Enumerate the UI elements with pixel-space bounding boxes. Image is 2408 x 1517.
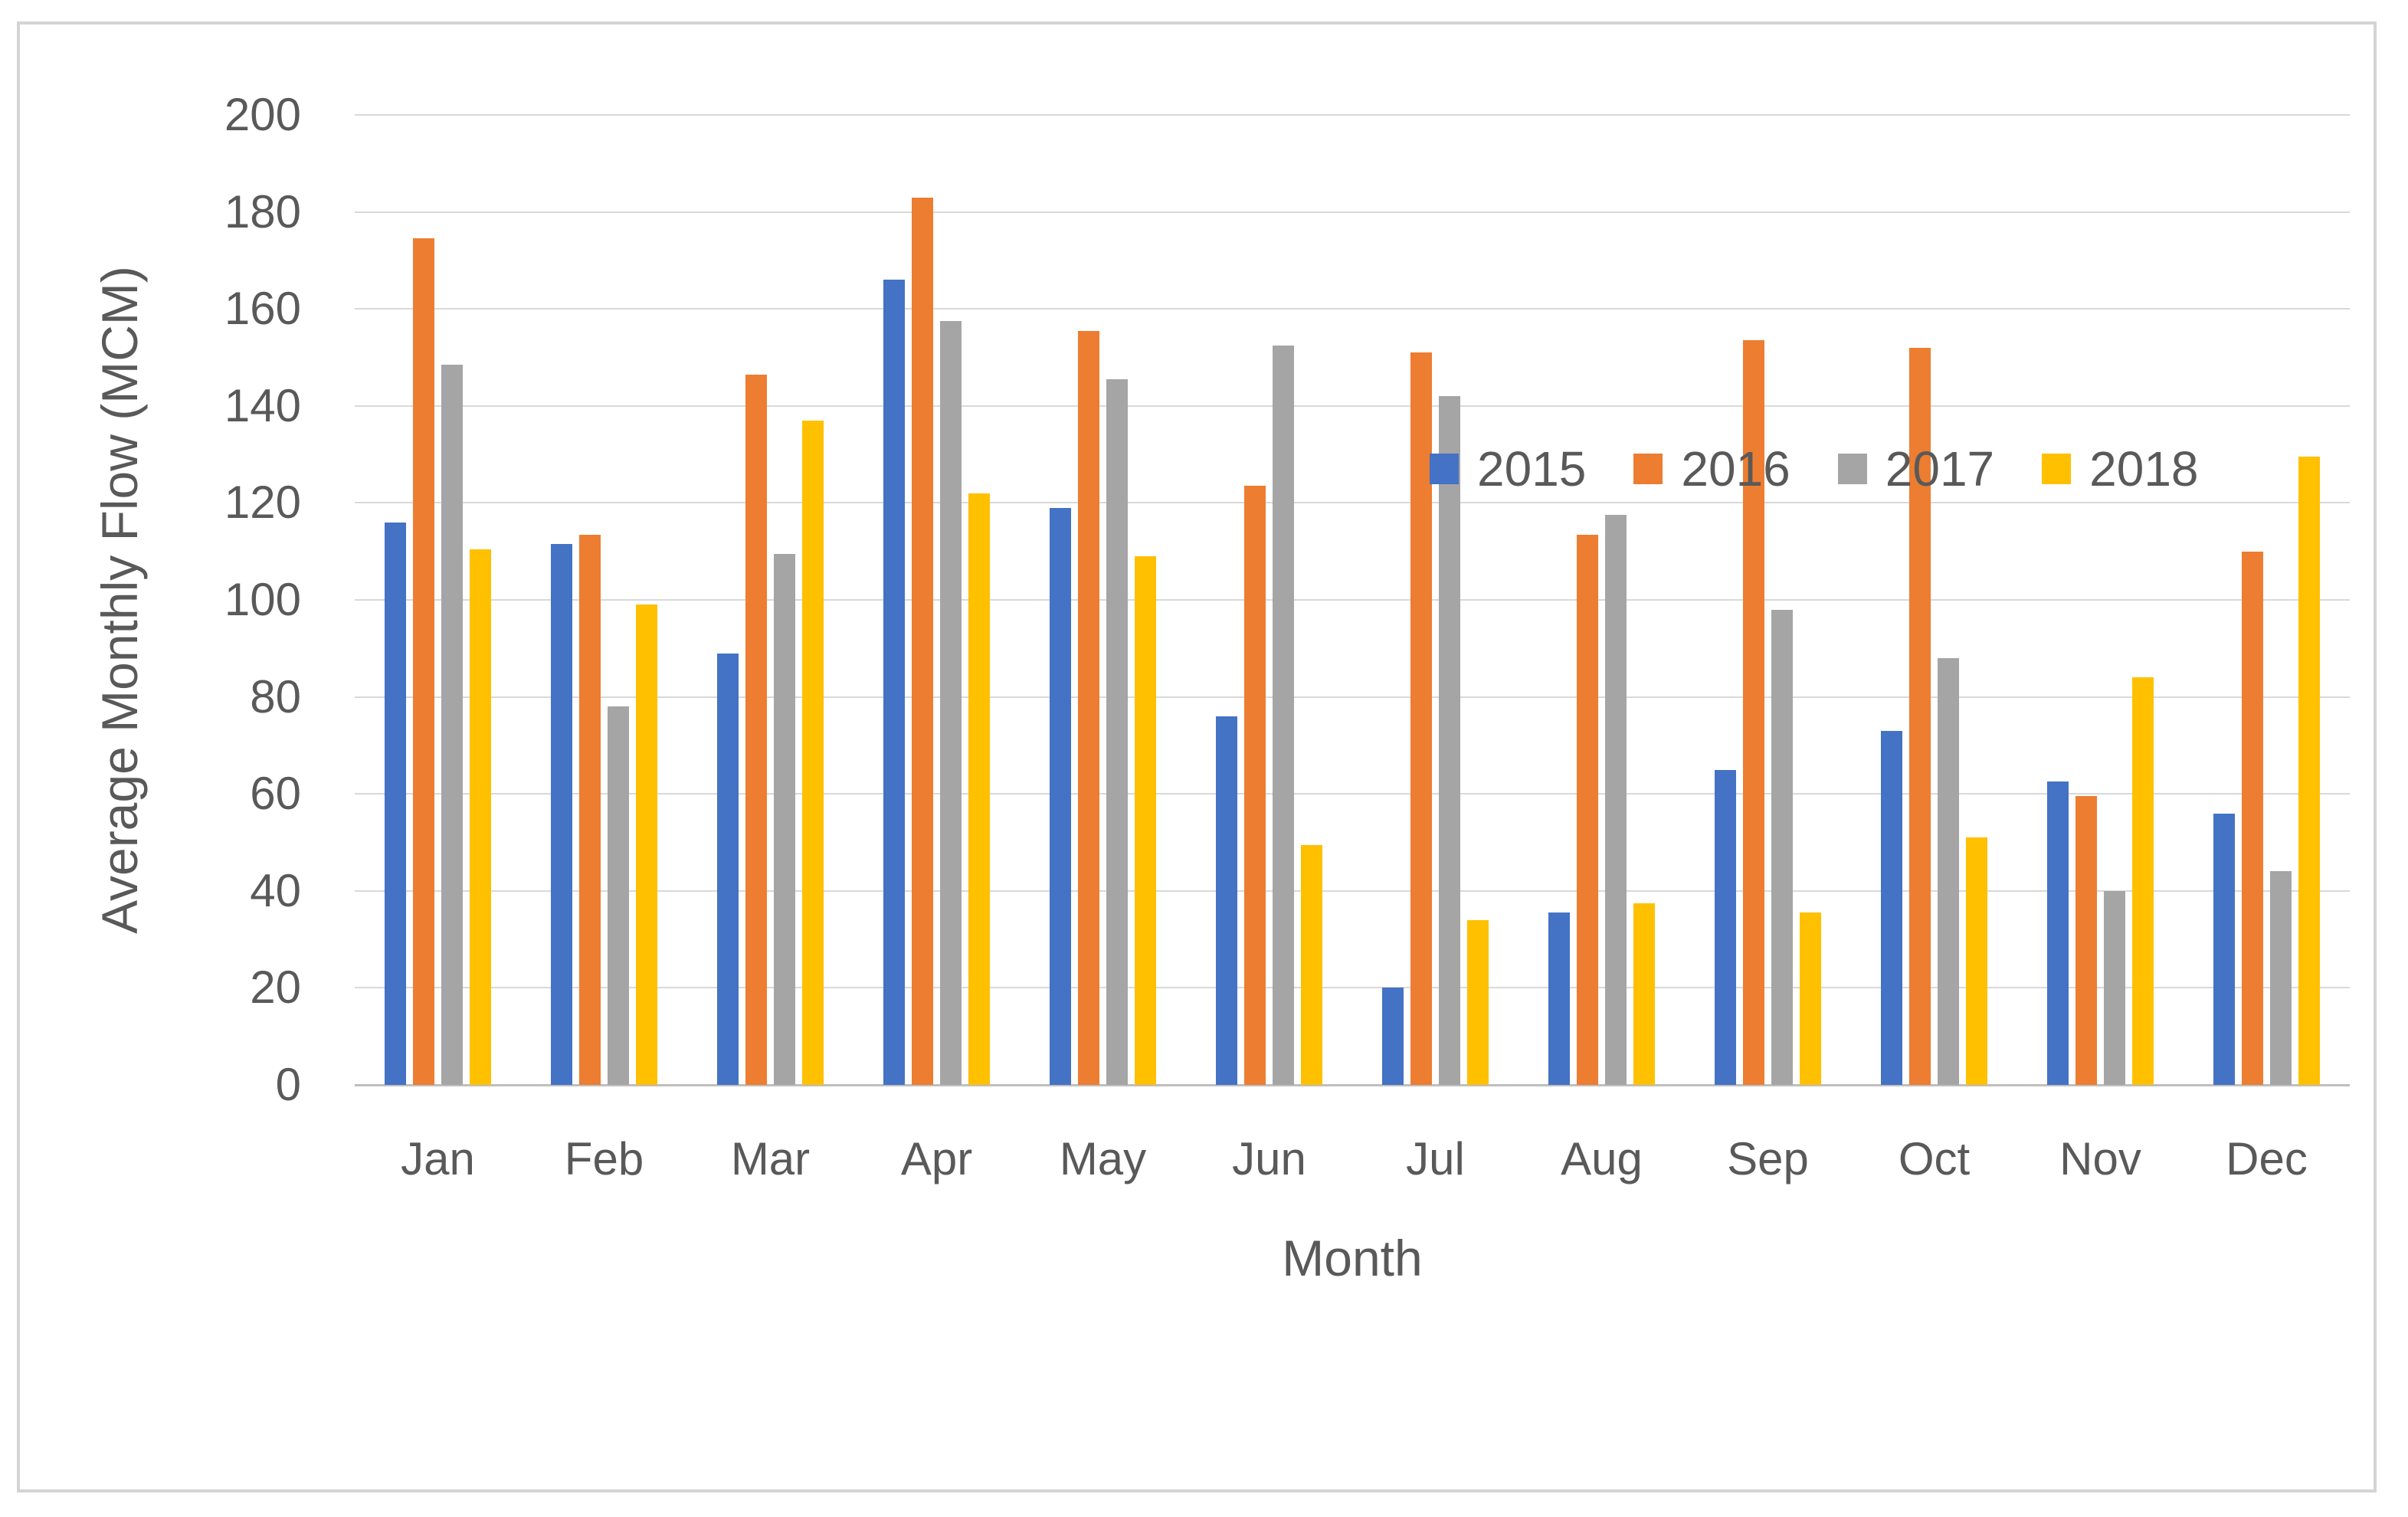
bar-aug-2015 — [1548, 912, 1570, 1085]
x-tick-label-mar: Mar — [730, 1133, 811, 1184]
legend-label: 2017 — [1885, 441, 1995, 496]
y-axis-title: Average Monthly Flow (MCM) — [91, 266, 148, 934]
gridline-y-40 — [355, 890, 2350, 892]
bar-feb-2016 — [579, 534, 601, 1085]
x-tick-label-jan: Jan — [401, 1133, 475, 1184]
gridline-y-100 — [355, 599, 2350, 601]
x-axis-line — [355, 1084, 2350, 1086]
y-tick-label-60: 60 — [250, 768, 301, 820]
bar-nov-2016 — [2075, 796, 2097, 1085]
legend-item-2016: 2016 — [1633, 444, 1790, 493]
bar-jan-2016 — [413, 238, 434, 1085]
bar-aug-2017 — [1605, 515, 1627, 1085]
bar-sep-2015 — [1715, 769, 1736, 1085]
bar-jul-2015 — [1382, 988, 1404, 1085]
bar-dec-2018 — [2298, 457, 2320, 1085]
bar-may-2018 — [1135, 556, 1156, 1085]
bar-sep-2016 — [1743, 340, 1764, 1085]
legend-item-2017: 2017 — [1837, 441, 1995, 496]
bar-jan-2017 — [441, 365, 463, 1085]
x-tick-label-aug: Aug — [1561, 1133, 1643, 1184]
y-tick-label-20: 20 — [250, 962, 301, 1014]
x-tick-label-oct: Oct — [1898, 1133, 1971, 1184]
bar-dec-2017 — [2270, 871, 2292, 1085]
legend-label: 2015 — [1477, 441, 1587, 496]
bar-mar-2015 — [717, 653, 739, 1085]
bar-mar-2018 — [802, 420, 824, 1085]
bar-feb-2017 — [608, 706, 629, 1085]
y-tick-label-140: 140 — [224, 379, 301, 431]
bar-may-2016 — [1078, 330, 1099, 1085]
bar-jul-2016 — [1410, 352, 1432, 1085]
bar-apr-2018 — [968, 493, 990, 1085]
bar-feb-2015 — [551, 544, 572, 1085]
x-tick-label-feb: Feb — [564, 1133, 644, 1184]
bar-jun-2018 — [1301, 844, 1322, 1085]
bar-apr-2016 — [912, 197, 933, 1085]
bar-nov-2017 — [2104, 890, 2125, 1085]
x-tick-label-jul: Jul — [1406, 1133, 1465, 1184]
bar-jun-2015 — [1216, 716, 1237, 1085]
bar-jan-2018 — [470, 549, 491, 1085]
x-tick-label-apr: Apr — [900, 1133, 973, 1184]
y-tick-label-100: 100 — [224, 574, 301, 625]
x-tick-label-may: May — [1059, 1133, 1147, 1184]
bar-aug-2016 — [1577, 534, 1598, 1085]
bar-may-2017 — [1106, 379, 1128, 1085]
legend-swatch-icon — [2042, 454, 2072, 484]
x-axis-title: Month — [1282, 1230, 1423, 1286]
gridline-y-160 — [355, 308, 2350, 310]
gridline-y-20 — [355, 987, 2350, 989]
gridline-y-200 — [355, 114, 2350, 116]
legend-item-2018: 2018 — [2042, 441, 2199, 496]
y-tick-label-40: 40 — [250, 864, 301, 916]
gridline-y-80 — [355, 696, 2350, 698]
bar-nov-2015 — [2047, 781, 2069, 1085]
bar-jul-2017 — [1439, 396, 1460, 1085]
y-tick-label-180: 180 — [224, 185, 301, 238]
bar-jun-2017 — [1273, 345, 1294, 1085]
bar-aug-2018 — [1633, 903, 1655, 1085]
gridline-y-120 — [355, 502, 2350, 504]
bar-sep-2018 — [1800, 912, 1821, 1085]
bar-nov-2018 — [2132, 677, 2154, 1085]
y-tick-label-120: 120 — [224, 477, 301, 529]
legend-item-2015: 2015 — [1430, 444, 1586, 493]
bar-jan-2015 — [385, 522, 406, 1085]
legend-label: 2018 — [2089, 441, 2199, 496]
bar-apr-2015 — [883, 280, 905, 1085]
bar-sep-2017 — [1771, 609, 1793, 1085]
gridline-y-140 — [355, 405, 2350, 407]
legend-label: 2016 — [1681, 441, 1790, 496]
bar-dec-2015 — [2213, 813, 2235, 1085]
bar-jun-2016 — [1244, 486, 1266, 1085]
y-tick-label-80: 80 — [250, 670, 301, 722]
chart-figure: Average Monthly Flow (MCM) 0 20 40 60 80 100 1… — [17, 21, 2377, 1492]
legend: 2015 2016 2017 2018 — [1430, 444, 2199, 493]
legend-swatch-icon — [1633, 454, 1663, 484]
bar-mar-2017 — [774, 553, 795, 1085]
gridline-y-60 — [355, 793, 2350, 795]
gridline-y-180 — [355, 211, 2350, 213]
x-tick-label-jun: Jun — [1232, 1133, 1306, 1184]
bar-oct-2017 — [1938, 657, 1959, 1085]
x-tick-label-dec: Dec — [2226, 1133, 2308, 1184]
bar-may-2015 — [1050, 507, 1071, 1085]
y-tick-label-200: 200 — [224, 89, 301, 140]
bar-jul-2018 — [1467, 919, 1489, 1085]
x-tick-label-sep: Sep — [1727, 1133, 1809, 1184]
bar-oct-2018 — [1966, 837, 1987, 1085]
bar-oct-2016 — [1909, 347, 1931, 1085]
bar-oct-2015 — [1881, 730, 1902, 1085]
legend-swatch-icon — [1430, 454, 1459, 484]
y-tick-label-0: 0 — [275, 1059, 301, 1110]
bar-feb-2018 — [636, 605, 657, 1085]
legend-swatch-icon — [1837, 454, 1867, 484]
x-tick-label-nov: Nov — [2059, 1133, 2141, 1184]
plot-area — [355, 114, 2350, 1086]
bar-mar-2016 — [745, 374, 767, 1085]
bar-apr-2017 — [940, 321, 962, 1085]
y-tick-label-160: 160 — [224, 283, 301, 335]
bar-dec-2016 — [2242, 551, 2263, 1085]
